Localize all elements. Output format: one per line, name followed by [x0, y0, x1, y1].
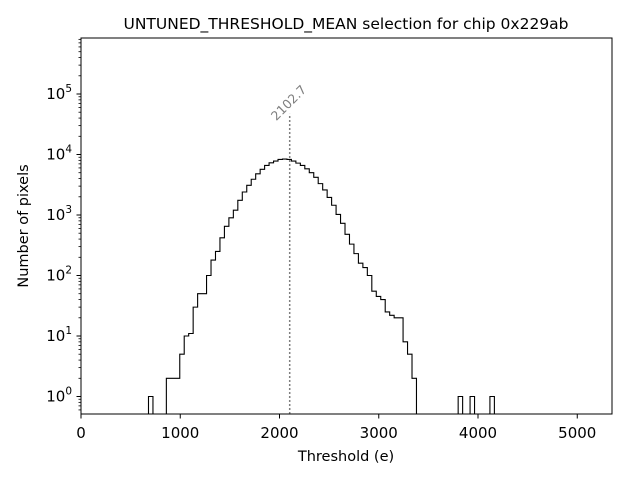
- histogram-outlier-bin: [469, 395, 476, 414]
- plot-frame: [80, 37, 613, 415]
- x-axis-label: Threshold (e): [297, 449, 394, 465]
- x-tick-label: 5000: [558, 424, 596, 442]
- histogram-outlier-bin: [489, 395, 495, 414]
- y-tick-label: 100: [46, 386, 72, 406]
- y-tick-label: 104: [46, 144, 72, 164]
- y-tick-label: 102: [46, 265, 72, 285]
- histogram-outlier-bin: [457, 395, 464, 414]
- x-tick-label: 3000: [360, 424, 398, 442]
- x-tick-label: 0: [76, 424, 86, 442]
- y-tick-label: 103: [46, 204, 72, 224]
- chart-title: UNTUNED_THRESHOLD_MEAN selection for chi…: [123, 15, 568, 34]
- x-tick-label: 1000: [161, 424, 199, 442]
- y-tick-label: 101: [46, 325, 72, 345]
- y-axis-label: Number of pixels: [16, 164, 32, 287]
- y-tick-label: 105: [46, 83, 72, 103]
- x-tick-label: 4000: [459, 424, 497, 442]
- x-tick-label: 2000: [260, 424, 298, 442]
